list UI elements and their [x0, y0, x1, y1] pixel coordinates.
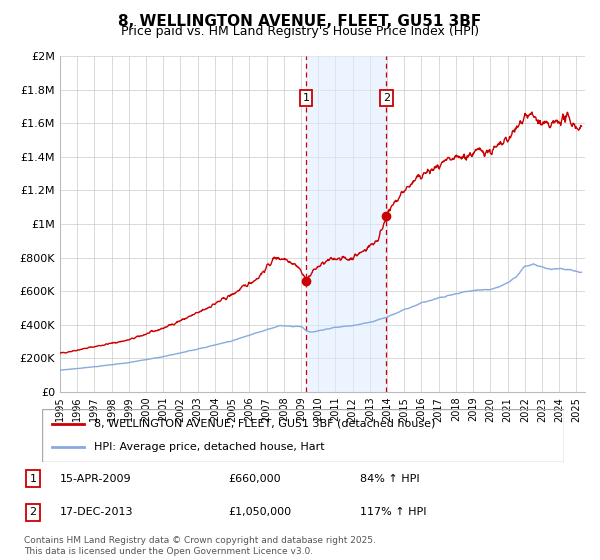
- Text: 84% ↑ HPI: 84% ↑ HPI: [360, 474, 419, 484]
- Text: £660,000: £660,000: [228, 474, 281, 484]
- Text: HPI: Average price, detached house, Hart: HPI: Average price, detached house, Hart: [94, 442, 325, 452]
- Text: 8, WELLINGTON AVENUE, FLEET, GU51 3BF (detached house): 8, WELLINGTON AVENUE, FLEET, GU51 3BF (d…: [94, 419, 436, 429]
- Text: 2: 2: [29, 507, 37, 517]
- Text: £1,050,000: £1,050,000: [228, 507, 291, 517]
- Text: Price paid vs. HM Land Registry's House Price Index (HPI): Price paid vs. HM Land Registry's House …: [121, 25, 479, 38]
- Text: 17-DEC-2013: 17-DEC-2013: [60, 507, 133, 517]
- Text: 15-APR-2009: 15-APR-2009: [60, 474, 131, 484]
- Text: 1: 1: [29, 474, 37, 484]
- Text: 8, WELLINGTON AVENUE, FLEET, GU51 3BF: 8, WELLINGTON AVENUE, FLEET, GU51 3BF: [118, 14, 482, 29]
- Text: 117% ↑ HPI: 117% ↑ HPI: [360, 507, 427, 517]
- Bar: [306, 56, 386, 392]
- Text: Contains HM Land Registry data © Crown copyright and database right 2025.
This d: Contains HM Land Registry data © Crown c…: [24, 536, 376, 556]
- Text: 2: 2: [383, 93, 390, 103]
- Text: 1: 1: [302, 93, 310, 103]
